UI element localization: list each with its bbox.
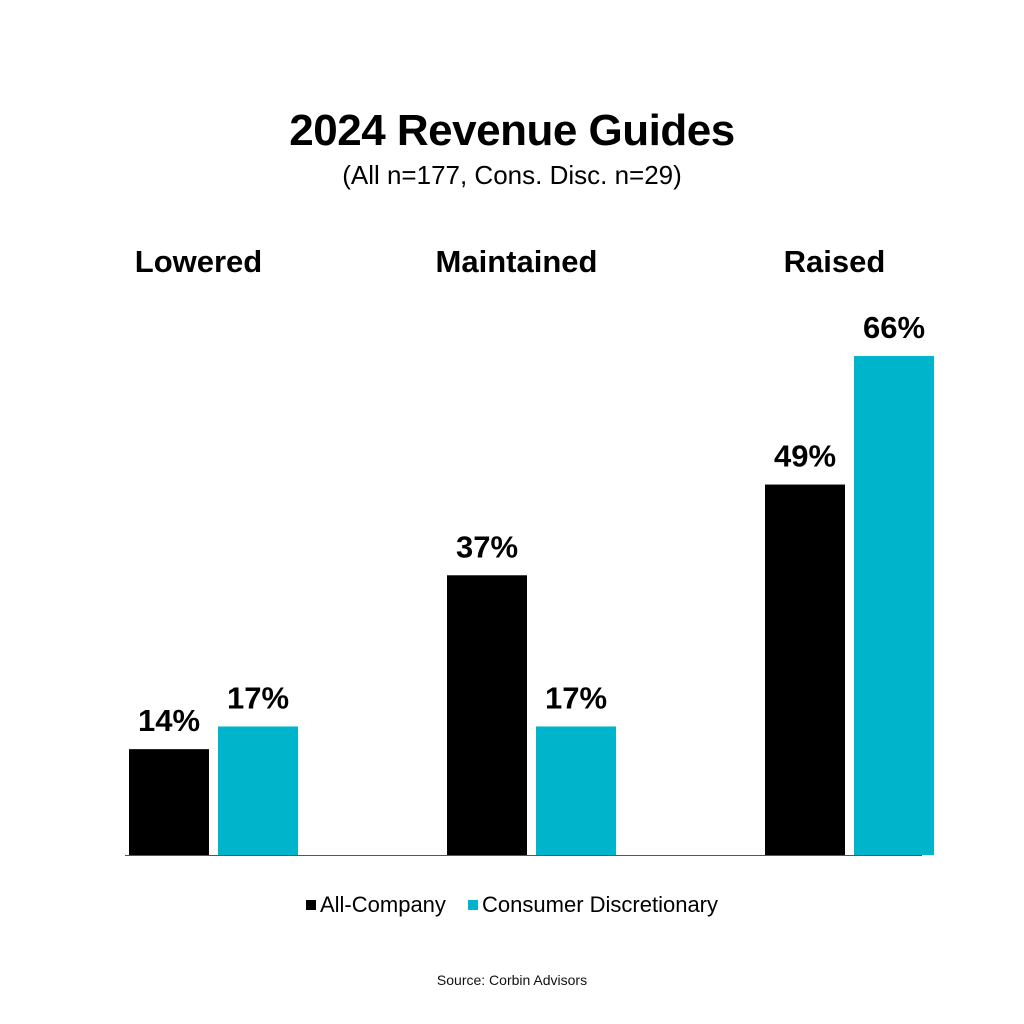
category-label-raised: Raised — [784, 244, 886, 279]
legend-swatch-consumer-discretionary — [468, 900, 479, 910]
chart-title: 2024 Revenue Guides — [289, 106, 735, 155]
value-label-all-company-maintained: 37% — [456, 529, 518, 564]
bar-consumer-discretionary-maintained — [536, 726, 616, 855]
bar-consumer-discretionary-lowered — [218, 726, 298, 855]
bar-all-company-raised — [765, 484, 845, 855]
bar-consumer-discretionary-raised — [854, 356, 934, 855]
value-label-consumer-discretionary-maintained: 17% — [545, 680, 607, 715]
legend: All-Company Consumer Discretionary — [0, 890, 1024, 918]
value-label-consumer-discretionary-lowered: 17% — [227, 680, 289, 715]
source-note: Source: Corbin Advisors — [436, 972, 588, 988]
legend-label-consumer-discretionary: Consumer Discretionary — [482, 892, 719, 917]
category-label-lowered: Lowered — [135, 244, 262, 279]
legend-swatch-all-company — [305, 900, 316, 910]
chart-subtitle: (All n=177, Cons. Disc. n=29) — [342, 160, 682, 190]
legend-item-all-company: All-Company — [305, 892, 446, 918]
value-label-all-company-raised: 49% — [774, 439, 836, 474]
bar-all-company-lowered — [129, 749, 209, 855]
legend-item-consumer-discretionary: Consumer Discretionary — [468, 892, 718, 918]
category-label-maintained: Maintained — [436, 244, 598, 279]
bar-all-company-maintained — [447, 575, 527, 855]
legend-label-all-company: All-Company — [319, 892, 446, 917]
value-label-all-company-lowered: 14% — [138, 703, 200, 738]
value-label-consumer-discretionary-raised: 66% — [863, 310, 925, 345]
